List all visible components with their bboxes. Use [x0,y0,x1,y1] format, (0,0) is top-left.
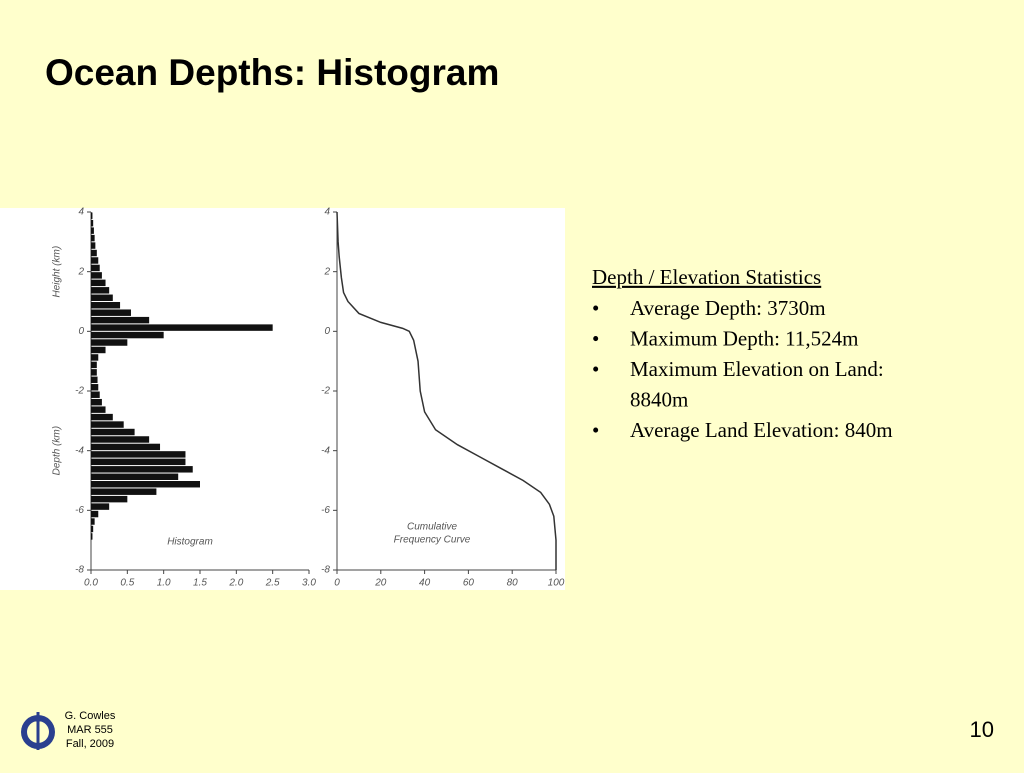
y-tick-label: 2 [323,266,330,277]
page-number: 10 [970,717,994,742]
x-tick-label: 2.0 [228,578,243,589]
bar [91,287,110,294]
bar [91,495,128,503]
bar [91,391,100,398]
y-tick-label: 4 [78,207,84,218]
x-tick-label: 80 [507,578,519,589]
axis-label: Depth (km) [52,426,63,475]
y-tick-label: -6 [321,505,330,516]
bar [91,264,100,272]
x-tick-label: 40 [419,578,431,589]
x-tick-label: 1.5 [193,578,207,589]
y-tick-label: -2 [321,386,330,397]
x-tick-label: 60 [463,578,475,589]
stats-bullet: 8840m [630,387,688,411]
stats-heading: Depth / Elevation Statistics [592,265,821,289]
bar [91,242,96,249]
bar [91,503,110,510]
axis-label: Height (km) [52,246,63,298]
bar [91,510,99,518]
x-tick-label: 0.0 [84,578,98,589]
y-tick-label: 0 [324,326,330,337]
y-tick-label: -8 [75,565,84,576]
bar [91,398,102,406]
x-tick-label: 3.0 [302,578,316,589]
bar [91,331,164,339]
bar [91,533,93,540]
bar [91,354,99,361]
x-tick-label: 2.5 [265,578,280,589]
bar [91,339,128,346]
annotation: Frequency Curve [394,535,471,546]
bar [91,451,186,458]
bar [91,466,193,473]
bar [91,488,157,495]
bar [91,346,106,354]
bar [91,518,95,525]
bar [91,324,273,331]
bullet-dot: • [592,418,599,442]
bar [91,257,99,264]
bar [91,428,135,436]
bar [91,212,93,219]
bar [91,309,131,316]
footer-line: Fall, 2009 [66,738,114,750]
x-tick-label: 0 [334,578,340,589]
y-tick-label: 2 [77,266,84,277]
footer-line: MAR 555 [67,724,113,736]
y-tick-label: -6 [75,505,84,516]
x-tick-label: 1.0 [157,578,171,589]
bar [91,481,200,488]
chart-image-bg [0,208,565,590]
annotation: Histogram [167,537,213,548]
y-tick-label: -2 [75,386,84,397]
bar [91,227,94,234]
bar [91,443,161,451]
bar [91,249,97,257]
bar [91,413,113,421]
bar [91,436,150,443]
bullet-dot: • [592,326,599,350]
bar [91,279,106,287]
bullet-dot: • [592,357,599,381]
footer-line: G. Cowles [65,710,116,722]
annotation: Cumulative [407,522,457,533]
stats-bullet: Average Land Elevation: 840m [630,418,893,442]
bar [91,421,124,428]
bar [91,316,150,324]
bar [91,384,99,391]
y-tick-label: -8 [321,565,330,576]
x-tick-label: 20 [374,578,387,589]
bar [91,376,98,384]
bar [91,302,121,309]
bar [91,525,94,533]
bullet-dot: • [592,296,599,320]
bar [91,272,102,279]
y-tick-label: 0 [78,326,84,337]
bar [91,219,94,227]
bar [91,234,95,242]
curve [336,211,557,570]
x-tick-label: 0.5 [120,578,134,589]
bar [91,473,179,480]
stats-bullet: Maximum Elevation on Land: [630,357,884,381]
y-tick-label: -4 [75,445,84,456]
stats-bullet: Average Depth: 3730m [630,296,826,320]
bar [91,406,106,413]
slide-title: Ocean Depths: Histogram [45,52,499,93]
y-tick-label: 4 [324,207,330,218]
bar [91,361,97,369]
logo [21,712,55,750]
bar [91,294,113,301]
bar [91,458,186,466]
bar [91,369,97,376]
x-tick-label: 100 [548,578,565,589]
y-tick-label: -4 [321,445,330,456]
stats-bullet: Maximum Depth: 11,524m [630,326,858,350]
